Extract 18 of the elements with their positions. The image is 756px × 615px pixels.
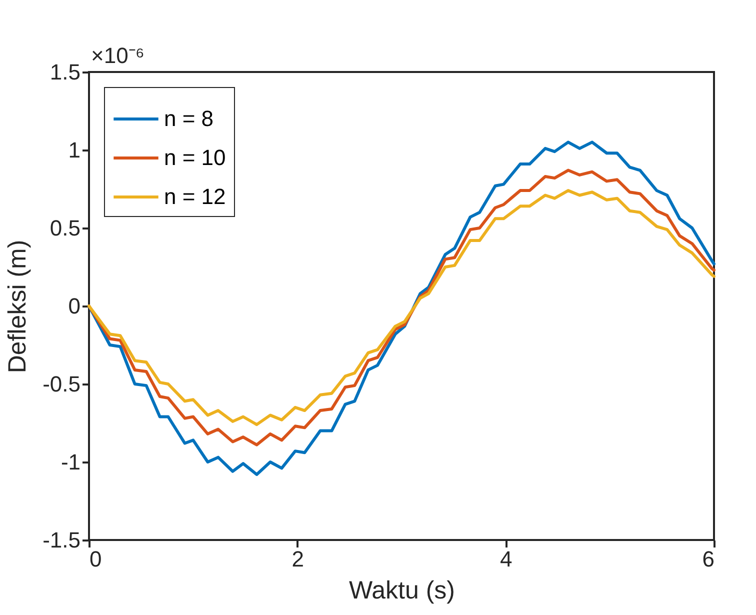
x-tick-label: 2 bbox=[292, 546, 304, 572]
y-tick-label: 1.5 bbox=[50, 60, 80, 84]
y-tick-label: -0.5 bbox=[42, 372, 80, 396]
y-tick-label: 0 bbox=[68, 294, 80, 318]
x-axis-title: Waktu (s) bbox=[348, 576, 456, 604]
line-series bbox=[88, 140, 716, 476]
y-axis-title: Defleksi (m) bbox=[4, 240, 32, 374]
y-tick-label: 1 bbox=[68, 138, 80, 162]
y-tick-label: 0.5 bbox=[50, 216, 80, 240]
x-tick-label: 6 bbox=[702, 546, 714, 572]
y-tick-label: -1 bbox=[60, 450, 80, 474]
text: ×10⁻⁶ bbox=[91, 43, 144, 68]
legend-label: n = 12 bbox=[164, 184, 226, 209]
y-tick-label: -1.5 bbox=[42, 528, 80, 552]
legend-label: n = 10 bbox=[164, 145, 226, 170]
x-tick-label: 0 bbox=[90, 546, 102, 572]
x-tick-label: 4 bbox=[500, 546, 512, 572]
legend-label: n = 8 bbox=[164, 106, 214, 131]
